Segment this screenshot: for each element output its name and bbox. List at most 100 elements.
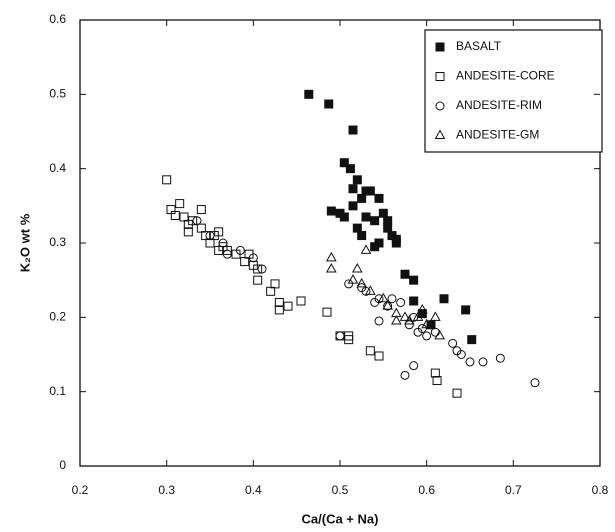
point	[448, 338, 458, 348]
point	[361, 212, 371, 222]
point	[222, 245, 232, 255]
point	[430, 327, 440, 337]
point	[170, 210, 180, 220]
point	[248, 253, 258, 263]
point	[325, 251, 337, 262]
point	[257, 264, 267, 274]
point	[495, 353, 505, 363]
point	[339, 158, 349, 168]
point	[322, 307, 332, 317]
point	[348, 125, 358, 135]
point	[304, 89, 314, 99]
point	[461, 305, 471, 315]
legend-label: ANDESITE-GM	[456, 128, 539, 142]
point	[339, 212, 349, 222]
point	[399, 311, 411, 321]
point	[175, 199, 185, 209]
point	[183, 227, 193, 237]
point	[377, 292, 389, 303]
point	[396, 297, 406, 307]
point	[357, 193, 367, 203]
point	[364, 285, 376, 295]
legend-label: ANDESITE-CORE	[456, 69, 555, 83]
point	[253, 264, 263, 274]
x-tick-label: 0.7	[505, 483, 522, 497]
point	[434, 329, 446, 340]
point	[370, 242, 380, 252]
point	[403, 315, 415, 325]
y-tick-label: 0	[59, 458, 66, 472]
point	[452, 388, 462, 398]
x-tick-label: 0.5	[332, 483, 349, 497]
point	[374, 351, 384, 361]
point	[270, 279, 280, 289]
point	[222, 249, 232, 259]
y-tick-label: 0.5	[49, 87, 66, 101]
y-tick-label: 0.6	[49, 12, 66, 26]
point	[296, 296, 306, 306]
legend-label: BASALT	[456, 39, 502, 53]
point	[253, 275, 263, 285]
point	[374, 294, 384, 304]
point	[360, 244, 372, 254]
x-tick-label: 0.4	[245, 483, 262, 497]
point	[274, 305, 284, 315]
point	[365, 346, 375, 356]
point	[205, 238, 215, 248]
y-axis-title: K₂O wt %	[17, 213, 32, 272]
point	[192, 216, 202, 226]
x-tick-label: 0.8	[592, 483, 609, 497]
point	[370, 216, 380, 226]
legend-marker	[435, 101, 445, 111]
point	[351, 262, 363, 273]
point	[391, 234, 401, 244]
point	[387, 294, 397, 304]
point	[352, 175, 362, 185]
point	[348, 201, 358, 211]
point	[412, 311, 424, 321]
point	[374, 316, 384, 326]
point	[467, 335, 477, 345]
point	[382, 300, 394, 310]
point	[400, 269, 410, 279]
point	[205, 231, 215, 241]
point	[335, 331, 345, 341]
point	[421, 318, 433, 329]
point	[430, 368, 440, 378]
point	[390, 315, 402, 325]
point	[365, 186, 375, 196]
point	[345, 164, 355, 174]
legend-marker	[435, 72, 445, 81]
point	[456, 350, 466, 359]
legend-marker	[435, 42, 445, 52]
point	[409, 361, 419, 371]
x-axis-title: Ca/(Ca + Na)	[302, 511, 379, 526]
point	[409, 275, 419, 285]
point	[400, 370, 410, 380]
point	[422, 331, 432, 341]
point	[383, 223, 393, 233]
point	[409, 296, 419, 306]
point	[196, 223, 206, 233]
point	[218, 238, 228, 248]
point	[266, 286, 276, 296]
point	[417, 323, 427, 333]
point	[356, 277, 368, 288]
point	[240, 257, 250, 267]
legend-label: ANDESITE-RIM	[456, 98, 542, 112]
point	[324, 99, 334, 109]
y-tick-label: 0.1	[49, 384, 66, 398]
point	[188, 216, 198, 226]
x-tick-label: 0.6	[418, 483, 435, 497]
x-tick-label: 0.3	[158, 483, 175, 497]
point	[344, 335, 354, 345]
y-tick-label: 0.2	[49, 310, 66, 324]
point	[357, 231, 367, 241]
point	[196, 205, 206, 215]
point	[344, 279, 354, 289]
legend-marker	[434, 129, 446, 139]
point	[374, 193, 384, 203]
point	[348, 184, 358, 194]
point	[416, 303, 428, 314]
